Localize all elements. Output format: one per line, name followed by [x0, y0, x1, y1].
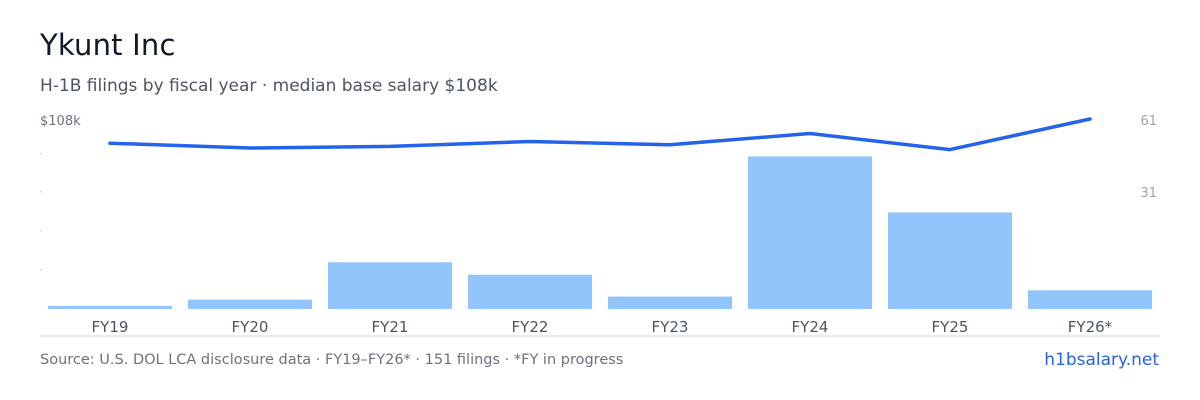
left-axis-tick — [40, 191, 42, 193]
right-axis-tick-label: 31 — [1140, 186, 1157, 201]
x-tick-labels-layer: FY19 FY20 FY21 FY22 FY23 FY24 FY25 FY26* — [92, 318, 1113, 336]
chart-title: Ykunt Inc — [40, 28, 176, 62]
tick-marks-layer — [40, 153, 42, 271]
bar-fy26-partial — [1028, 290, 1152, 309]
x-tick-label: FY25 — [932, 318, 969, 336]
bar-fy25 — [888, 212, 1012, 309]
bars-layer — [48, 156, 1152, 309]
bar-fy23 — [608, 296, 732, 309]
source-note: Source: U.S. DOL LCA disclosure data · F… — [40, 352, 624, 368]
x-tick-label: FY21 — [372, 318, 409, 336]
x-tick-label: FY20 — [232, 318, 269, 336]
left-axis-tick — [40, 269, 42, 271]
bar-fy22 — [468, 274, 592, 309]
bar-fy21 — [328, 262, 452, 309]
chart-subtitle: H-1B filings by fiscal year · median bas… — [40, 76, 498, 96]
salary-line — [108, 117, 1092, 152]
bar-fy19 — [48, 305, 172, 309]
x-tick-label: FY22 — [512, 318, 549, 336]
left-axis-top-label: $108k — [40, 114, 81, 129]
x-tick-label: FY19 — [92, 318, 129, 336]
x-tick-label: FY26* — [1068, 318, 1113, 336]
site-link[interactable]: h1bsalary.net — [1044, 350, 1159, 370]
left-axis-tick — [40, 230, 42, 232]
left-axis-tick — [40, 153, 42, 155]
bar-fy24 — [748, 156, 872, 309]
x-tick-label: FY23 — [652, 318, 689, 336]
bar-fy20 — [188, 299, 312, 309]
x-tick-label: FY24 — [792, 318, 829, 336]
right-axis-tick-label: 61 — [1140, 114, 1157, 129]
